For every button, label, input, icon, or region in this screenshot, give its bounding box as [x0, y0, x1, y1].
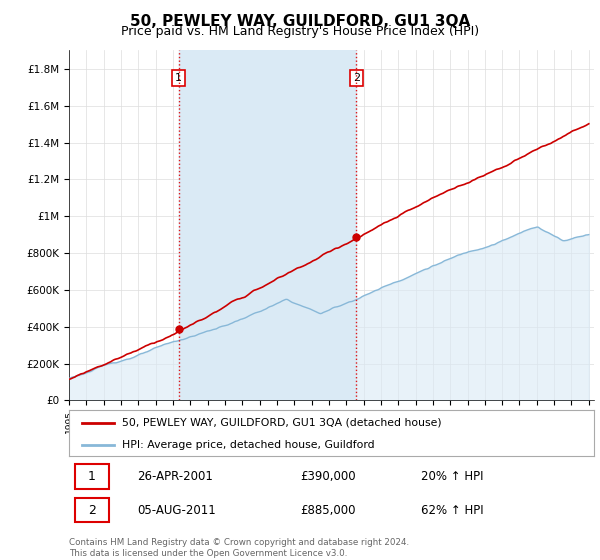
Text: 1: 1	[175, 73, 182, 83]
Text: 62% ↑ HPI: 62% ↑ HPI	[421, 503, 484, 517]
FancyBboxPatch shape	[76, 498, 109, 522]
Text: 1: 1	[88, 470, 96, 483]
Text: 50, PEWLEY WAY, GUILDFORD, GU1 3QA (detached house): 50, PEWLEY WAY, GUILDFORD, GU1 3QA (deta…	[121, 418, 441, 428]
Text: £885,000: £885,000	[300, 503, 355, 517]
Text: 50, PEWLEY WAY, GUILDFORD, GU1 3QA: 50, PEWLEY WAY, GUILDFORD, GU1 3QA	[130, 14, 470, 29]
Text: 20% ↑ HPI: 20% ↑ HPI	[421, 470, 483, 483]
Text: 2: 2	[88, 503, 96, 517]
Text: Price paid vs. HM Land Registry's House Price Index (HPI): Price paid vs. HM Land Registry's House …	[121, 25, 479, 38]
FancyBboxPatch shape	[76, 464, 109, 489]
Text: HPI: Average price, detached house, Guildford: HPI: Average price, detached house, Guil…	[121, 440, 374, 450]
Text: Contains HM Land Registry data © Crown copyright and database right 2024.
This d: Contains HM Land Registry data © Crown c…	[69, 538, 409, 558]
Text: 26-APR-2001: 26-APR-2001	[137, 470, 213, 483]
Text: 2: 2	[353, 73, 360, 83]
Text: £390,000: £390,000	[300, 470, 356, 483]
Text: 05-AUG-2011: 05-AUG-2011	[137, 503, 216, 517]
Bar	[179, 50, 356, 400]
